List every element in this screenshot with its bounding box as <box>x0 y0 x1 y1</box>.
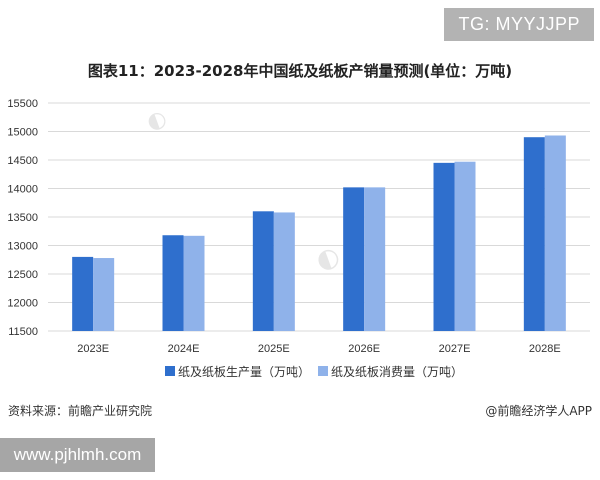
legend-label: 纸及纸板消费量（万吨） <box>331 365 463 379</box>
bar-consumption <box>93 258 115 331</box>
bar-consumption <box>544 135 566 331</box>
y-tick-label: 14000 <box>7 184 38 196</box>
x-tick-label: 2026E <box>348 343 380 355</box>
y-tick-label: 12500 <box>7 269 38 281</box>
x-tick-label: 2025E <box>258 343 290 355</box>
legend-swatch <box>318 366 328 376</box>
bar-production <box>162 235 184 331</box>
x-axis-ticks: 2023E 2024E 2025E 2026E 2027E 2028E <box>77 343 560 355</box>
x-tick-label: 2024E <box>168 343 200 355</box>
bar-consumption <box>364 187 386 331</box>
bar-production <box>433 162 455 331</box>
y-axis-ticks: 11500 12000 12500 13000 13500 14000 14500 15000… <box>7 98 38 338</box>
bars <box>72 135 566 331</box>
grid-lines <box>48 102 590 332</box>
y-tick-label: 13000 <box>7 241 38 253</box>
legend-swatch <box>165 366 175 376</box>
bar-consumption <box>454 161 476 331</box>
bar-consumption <box>273 212 295 331</box>
y-tick-label: 15000 <box>7 127 38 139</box>
tg-badge: TG: MYYJJPP <box>444 8 594 41</box>
bar-production <box>72 256 94 331</box>
x-tick-label: 2023E <box>77 343 109 355</box>
x-tick-label: 2027E <box>439 343 471 355</box>
bar-production <box>343 187 365 331</box>
brand-note: @前瞻经济学人APP <box>485 404 592 418</box>
site-badge: www.pjhlmh.com <box>0 438 155 472</box>
bar-production <box>252 211 274 331</box>
x-tick-label: 2028E <box>529 343 561 355</box>
y-tick-label: 12000 <box>7 298 38 310</box>
watermark-logo: ◐ <box>312 241 344 277</box>
y-tick-label: 11500 <box>8 326 38 338</box>
y-tick-label: 13500 <box>7 212 38 224</box>
source-note: 资料来源：前瞻产业研究院 <box>8 404 153 418</box>
y-tick-label: 14500 <box>7 155 38 167</box>
bar-consumption <box>183 235 205 331</box>
legend-label: 纸及纸板生产量（万吨） <box>178 365 310 379</box>
y-tick-label: 15500 <box>7 98 38 110</box>
bar-chart: ◐ ◐ 115001200012500130001350014000145001… <box>7 98 590 379</box>
legend: 纸及纸板生产量（万吨） 纸及纸板消费量（万吨） <box>165 365 463 379</box>
chart-title: 图表11：2023-2028年中国纸及纸板产销量预测(单位：万吨) <box>87 62 513 80</box>
bar-production <box>523 137 545 331</box>
